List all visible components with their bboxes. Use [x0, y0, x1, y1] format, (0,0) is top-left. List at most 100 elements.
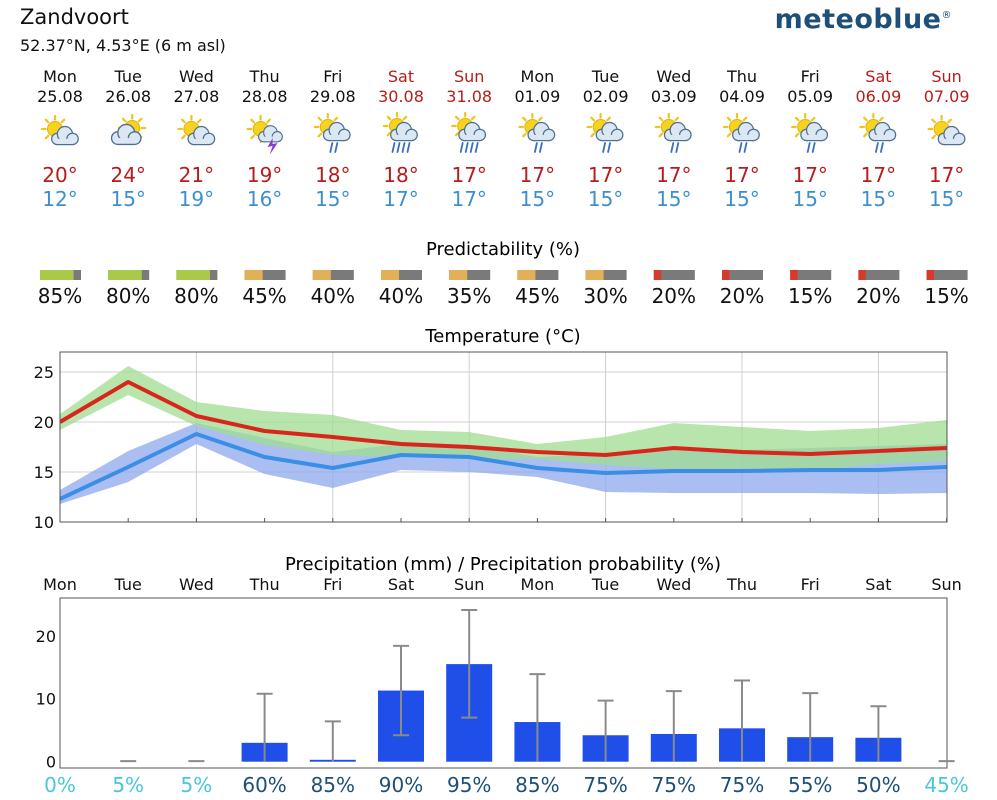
sun-ray	[522, 132, 527, 138]
sun-cloud-rain-icon	[859, 112, 897, 153]
precipitation-x-tick-label: Thu	[726, 575, 757, 594]
cloud-base	[601, 134, 618, 141]
precipitation-probability-label: 95%	[447, 773, 491, 797]
cloud-base	[670, 134, 686, 141]
predictability-item: 85%	[38, 270, 82, 308]
precipitation-probability-label: 50%	[856, 773, 900, 797]
min-temperature-line	[60, 432, 947, 501]
precipitation-x-tick-label: Sun	[454, 575, 484, 594]
predictability-bar-fill	[244, 270, 263, 280]
max-temperature: 17°	[929, 163, 964, 187]
sun-ray	[742, 116, 748, 122]
predictability-value: 45%	[515, 284, 559, 308]
max-temperature: 18°	[315, 163, 350, 187]
day-name: Fri	[323, 67, 342, 86]
predictability-bar-track	[585, 270, 627, 280]
sun-ray	[197, 118, 202, 124]
rain-drop	[806, 142, 811, 153]
precipitation-x-tick-label: Mon	[43, 575, 77, 594]
day-date: 02.09	[583, 87, 629, 106]
sun-ray	[522, 116, 527, 122]
predictability-bar-fill	[108, 270, 142, 280]
day-name: Sat	[865, 67, 891, 86]
rain-drop	[607, 142, 611, 153]
sun-ray	[794, 132, 800, 138]
cloud-shape	[800, 121, 829, 142]
sun-ray	[947, 118, 952, 124]
sun-ray	[250, 134, 255, 140]
sun-thunder-icon	[246, 114, 283, 155]
sun-ray	[606, 116, 611, 122]
day-date: 07.09	[924, 87, 970, 106]
predictability-item: 15%	[788, 270, 832, 308]
sun-ray	[137, 117, 143, 123]
precipitation-x-tick-label: Mon	[521, 575, 555, 594]
rain-drop	[534, 142, 538, 153]
predictability-value: 40%	[379, 284, 423, 308]
meteoblue-logo[interactable]: meteoblue®	[775, 4, 952, 35]
sun-ray	[879, 116, 884, 122]
rain-drop	[334, 142, 339, 153]
predictability-row: 85% 80% 80% 45% 40% 40% 35% 45% 30% 20% 20% 15% 20% 1…	[38, 270, 969, 308]
predictability-item: 20%	[652, 270, 696, 308]
sun-cloud-rain-icon	[313, 112, 351, 153]
max-temperature: 17°	[861, 163, 896, 187]
min-temperature: 15°	[315, 187, 350, 211]
cloud-base	[193, 138, 209, 145]
sun-ray	[121, 117, 127, 123]
precipitation-x-tick-label: Wed	[179, 575, 214, 594]
predictability-value: 20%	[720, 284, 764, 308]
min-temperature: 17°	[451, 187, 486, 211]
rain-drop	[675, 142, 680, 153]
sun-ray	[454, 131, 460, 137]
rain-drop	[396, 142, 401, 153]
predictability-bar-track	[312, 270, 354, 280]
rain-drop	[738, 142, 743, 153]
min-temperature: 15°	[792, 187, 827, 211]
cloud-shape	[322, 121, 351, 142]
predictability-item: 45%	[515, 270, 560, 308]
day-date: 25.08	[37, 87, 83, 106]
predictability-item: 80%	[106, 270, 150, 308]
max-temperature-band	[60, 366, 947, 471]
cloud-shape	[595, 121, 624, 142]
sun-cloud-icon	[927, 114, 966, 146]
sun-ray	[402, 115, 408, 121]
day-name: Thu	[726, 67, 757, 86]
cloud-shape	[663, 121, 692, 142]
max-temperature-line	[60, 380, 947, 457]
cloud-shape	[110, 123, 142, 146]
sun-ray	[317, 132, 323, 138]
predictability-value: 20%	[856, 284, 900, 308]
cloud-shape	[51, 125, 79, 146]
location-coordinates: 52.37°N, 4.53°E (6 m asl)	[20, 36, 226, 55]
predictability-value: 15%	[788, 284, 832, 308]
predictability-bar-fill	[653, 270, 662, 280]
sun-ray	[658, 132, 664, 138]
day-date: 31.08	[446, 87, 492, 106]
predictability-bar-track	[381, 270, 422, 280]
sun-ray	[60, 118, 66, 124]
temperature-y-tick-label: 10	[34, 513, 54, 532]
sun-ray	[454, 115, 460, 121]
day-name: Sun	[454, 67, 484, 86]
predictability-item: 20%	[856, 270, 901, 308]
precipitation-probability-label: 45%	[924, 773, 968, 797]
sun-ray	[794, 116, 800, 122]
min-temperature: 17°	[383, 187, 418, 211]
sun-ray	[590, 116, 595, 122]
predictability-item: 45%	[242, 270, 287, 308]
sun-cloud-rain-icon	[586, 112, 624, 153]
min-temperature: 12°	[42, 187, 77, 211]
sun-ray	[863, 116, 868, 122]
max-temperature: 17°	[792, 163, 827, 187]
sun-ray	[266, 118, 271, 124]
precipitation-y-tick-label: 10	[36, 690, 56, 709]
predictability-value: 15%	[924, 284, 968, 308]
predictability-bar-fill	[312, 270, 331, 280]
